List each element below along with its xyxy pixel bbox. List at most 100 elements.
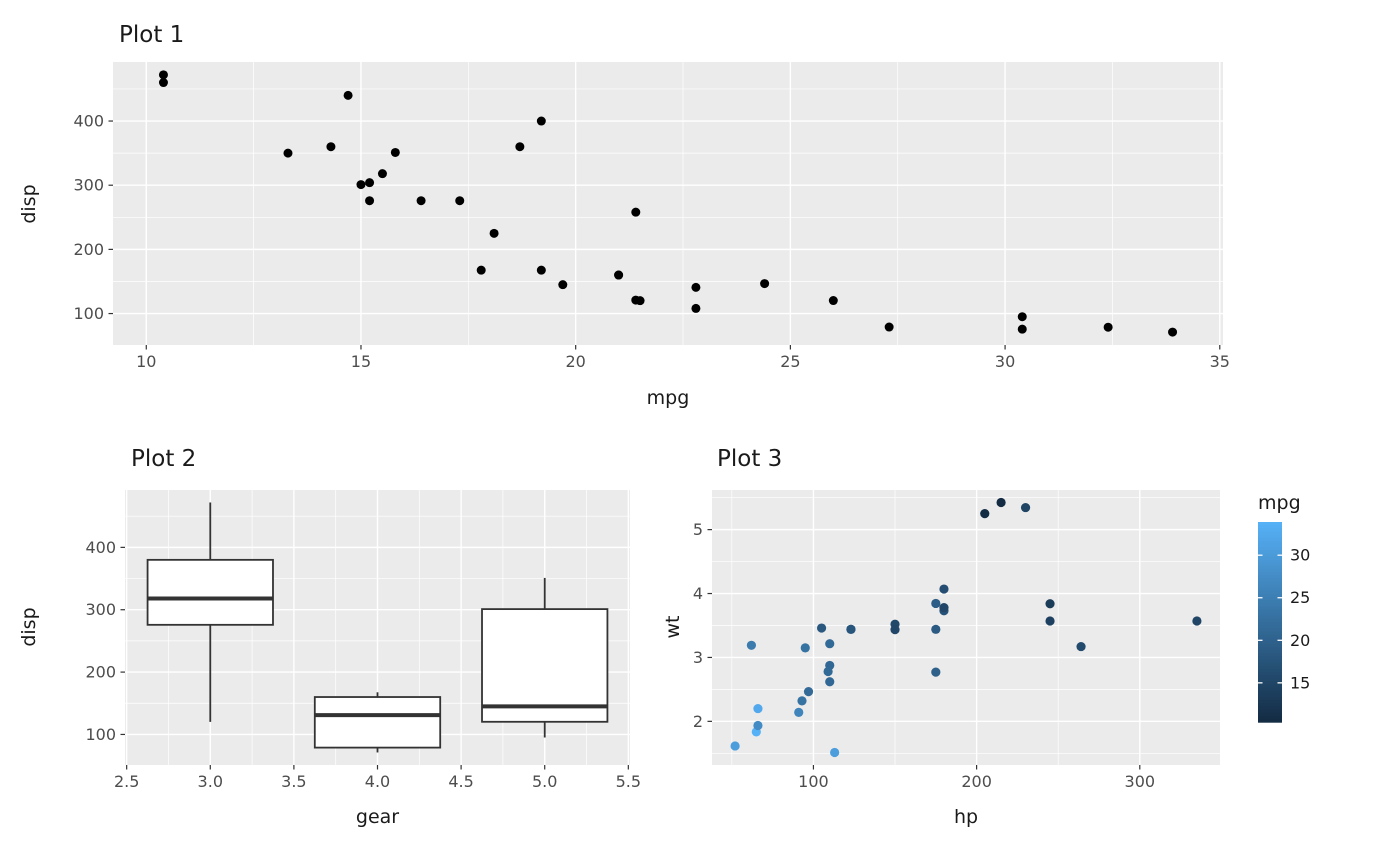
colorbar [1258, 697, 1282, 701]
plot-panel [712, 490, 1220, 765]
data-point [931, 667, 941, 677]
colorbar [1258, 525, 1282, 529]
colorbar [1258, 659, 1282, 664]
colorbar [1258, 559, 1282, 564]
data-point [746, 640, 757, 650]
colorbar [1258, 718, 1282, 723]
colorbar [1258, 662, 1282, 667]
data-point [828, 296, 838, 306]
colorbar [1258, 634, 1282, 639]
colorbar [1258, 597, 1282, 601]
data-point [158, 70, 168, 80]
data-point [558, 280, 568, 290]
data-point [1017, 324, 1027, 334]
data-point [691, 303, 701, 313]
colorbar [1258, 625, 1282, 629]
plot2-x-axis-label: gear [355, 806, 400, 828]
plot-panel [113, 62, 1223, 345]
data-point [830, 747, 840, 758]
y-tick-label: 400 [73, 112, 104, 131]
colorbar [1258, 653, 1282, 658]
colorbar [1258, 581, 1282, 586]
colorbar [1258, 668, 1282, 673]
data-point [939, 584, 949, 594]
colorbar [1258, 665, 1282, 670]
data-point [823, 666, 833, 677]
x-tick-label: 4.5 [448, 772, 473, 791]
colorbar [1258, 672, 1282, 676]
data-point [1045, 616, 1055, 626]
colorbar [1258, 631, 1282, 636]
colorbar [1258, 600, 1282, 604]
colorbar [1258, 562, 1282, 567]
colorbar [1258, 590, 1282, 595]
y-tick-label: 2 [693, 712, 703, 731]
data-point [326, 142, 336, 152]
plot2-title: Plot 2 [131, 446, 197, 472]
colorbar [1258, 650, 1282, 654]
colorbar [1258, 675, 1282, 679]
data-point [1045, 599, 1055, 609]
colorbar [1258, 684, 1282, 689]
x-tick-label: 100 [798, 772, 829, 791]
colorbar [1258, 628, 1282, 633]
x-tick-label: 3.5 [281, 772, 306, 791]
y-tick-label: 100 [85, 725, 116, 744]
x-tick-label: 35 [1210, 352, 1230, 371]
data-point [1192, 616, 1202, 626]
colorbar [1258, 703, 1282, 708]
data-point [760, 279, 770, 289]
colorbar [1258, 681, 1282, 686]
colorbar [1258, 553, 1282, 558]
x-tick-label: 5.0 [532, 772, 557, 791]
colorbar [1258, 587, 1282, 592]
colorbar [1258, 712, 1282, 717]
colorbar-tick-label: 25 [1290, 588, 1310, 607]
data-point [825, 677, 835, 687]
x-tick-label: 10 [136, 352, 156, 371]
colorbar [1258, 678, 1282, 683]
x-tick-label: 15 [351, 352, 371, 371]
colorbar [1258, 572, 1282, 576]
colorbar [1258, 693, 1282, 698]
data-point [536, 265, 546, 275]
colorbar [1258, 575, 1282, 579]
data-point [730, 741, 740, 751]
colorbar [1258, 687, 1282, 692]
data-point [939, 602, 949, 613]
colorbar [1258, 606, 1282, 611]
x-tick-label: 3.0 [198, 772, 223, 791]
x-tick-label: 20 [565, 352, 585, 371]
data-point [884, 322, 894, 332]
data-point [1017, 312, 1027, 322]
colorbar [1258, 584, 1282, 589]
data-point [614, 270, 624, 280]
colorbar [1258, 690, 1282, 695]
data-point [996, 497, 1006, 508]
colorbar [1258, 612, 1282, 617]
data-point [1076, 641, 1086, 652]
data-point [343, 90, 353, 100]
data-point [803, 687, 814, 697]
colorbar [1258, 637, 1282, 642]
y-tick-label: 4 [693, 584, 703, 603]
colorbar-tick-label: 30 [1290, 546, 1310, 565]
y-tick-label: 200 [73, 240, 104, 259]
data-point [846, 624, 856, 634]
plot1-title: Plot 1 [119, 22, 185, 48]
colorbar [1258, 709, 1282, 714]
data-point [455, 196, 465, 206]
data-point [794, 707, 804, 718]
y-tick-label: 300 [85, 600, 116, 619]
y-tick-label: 3 [693, 648, 703, 667]
colorbar [1258, 556, 1282, 561]
colorbar-tick-label: 20 [1290, 631, 1310, 650]
data-point [476, 265, 486, 275]
colorbar [1258, 522, 1282, 526]
data-point [536, 116, 546, 126]
data-point [816, 623, 827, 633]
colorbar [1258, 640, 1282, 645]
data-point [365, 196, 375, 206]
